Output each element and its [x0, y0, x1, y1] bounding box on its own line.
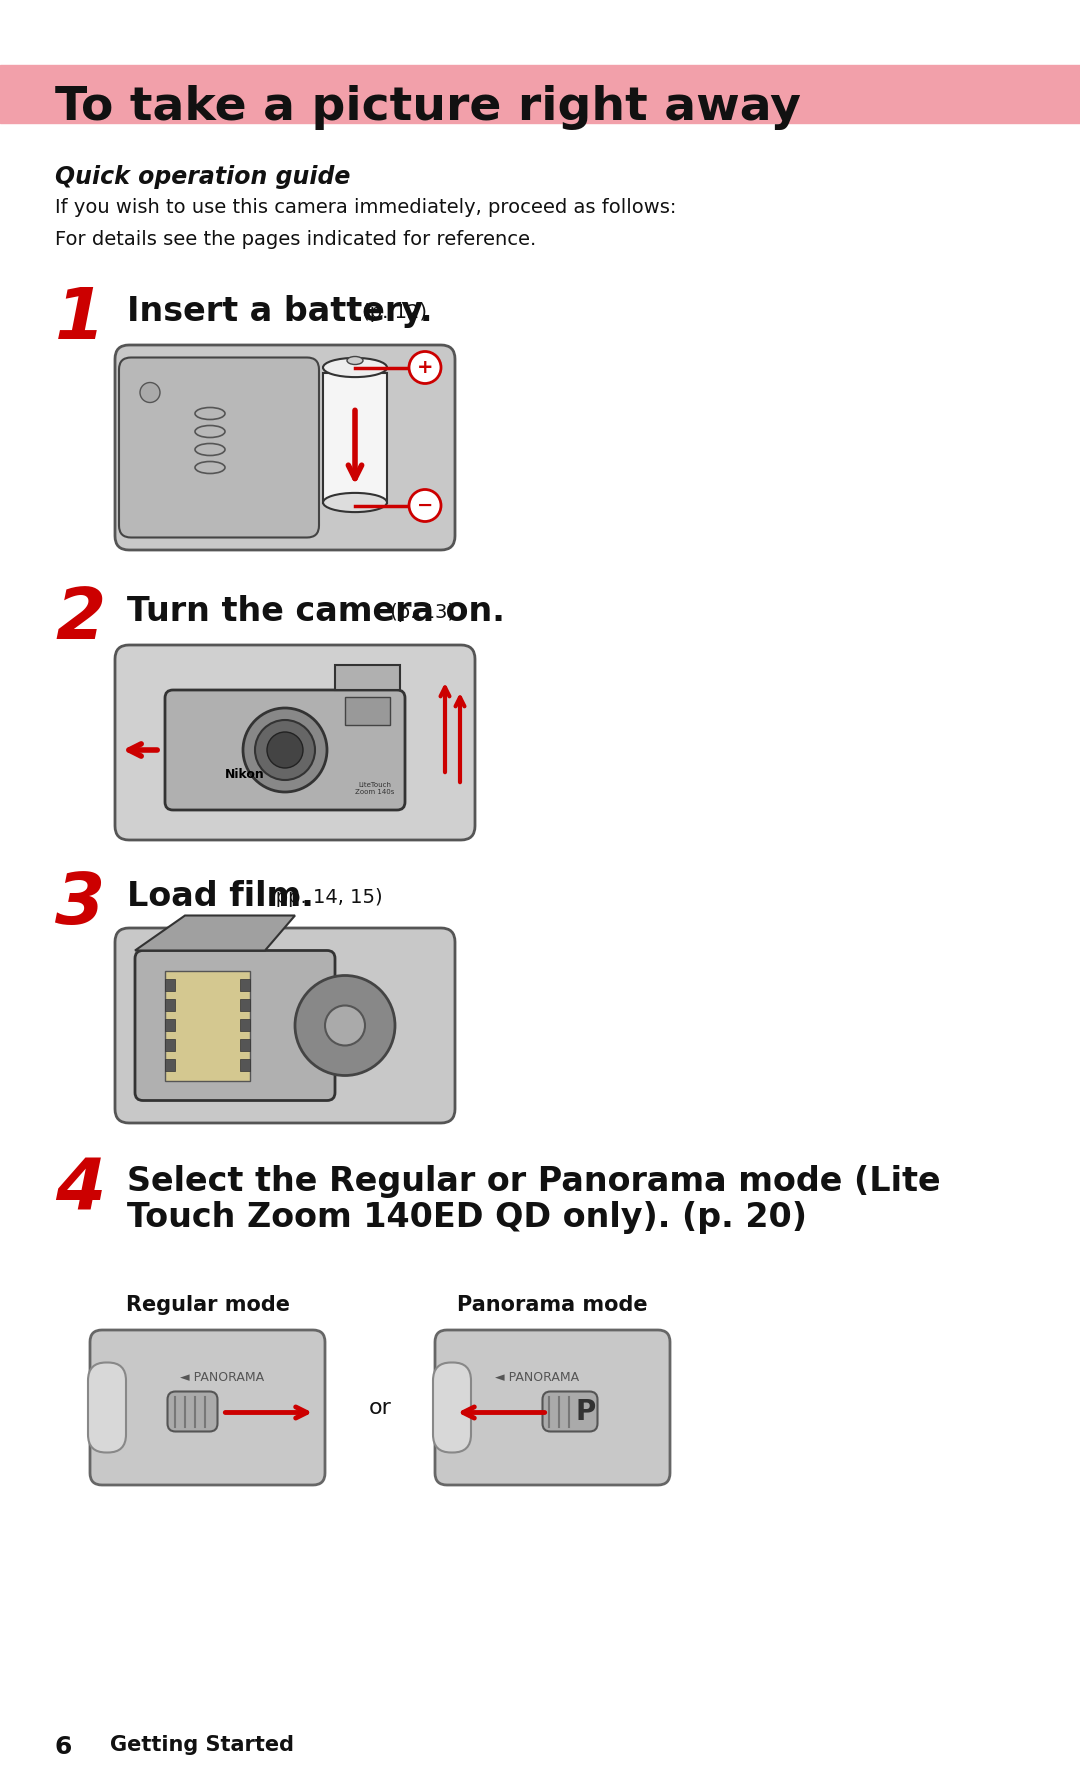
- Bar: [345, 697, 390, 725]
- Circle shape: [140, 382, 160, 403]
- Text: ◄ PANORAMA: ◄ PANORAMA: [180, 1372, 265, 1384]
- Bar: [240, 979, 249, 990]
- FancyBboxPatch shape: [87, 1363, 126, 1452]
- FancyBboxPatch shape: [167, 1391, 217, 1432]
- Circle shape: [325, 1006, 365, 1045]
- Ellipse shape: [323, 492, 387, 512]
- Circle shape: [243, 707, 327, 793]
- Text: Panorama mode: Panorama mode: [457, 1295, 648, 1315]
- Text: Load film.: Load film.: [127, 880, 314, 913]
- Polygon shape: [135, 915, 295, 951]
- Text: Insert a battery.: Insert a battery.: [127, 295, 432, 329]
- Bar: [165, 1038, 175, 1050]
- Bar: [165, 979, 175, 990]
- Bar: [335, 665, 400, 689]
- Bar: [240, 1059, 249, 1070]
- Bar: [240, 999, 249, 1011]
- Text: For details see the pages indicated for reference.: For details see the pages indicated for …: [55, 229, 537, 249]
- Text: Regular mode: Regular mode: [125, 1295, 289, 1315]
- Text: or: or: [368, 1397, 391, 1418]
- FancyBboxPatch shape: [114, 645, 475, 841]
- Ellipse shape: [347, 357, 363, 364]
- FancyBboxPatch shape: [135, 951, 335, 1100]
- FancyBboxPatch shape: [114, 928, 455, 1123]
- Bar: [240, 1018, 249, 1031]
- Bar: [0, 66, 1080, 123]
- Text: Select the Regular or Panorama mode (Lite: Select the Regular or Panorama mode (Lit…: [127, 1166, 941, 1198]
- Circle shape: [409, 352, 441, 384]
- Text: −: −: [417, 496, 433, 515]
- Text: Turn the camera on.: Turn the camera on.: [127, 595, 504, 627]
- Text: P: P: [576, 1397, 596, 1425]
- Text: Touch Zoom 140ED QD only). (p. 20): Touch Zoom 140ED QD only). (p. 20): [127, 1201, 807, 1233]
- Circle shape: [255, 720, 315, 780]
- Text: (pp. 14, 15): (pp. 14, 15): [262, 888, 382, 906]
- Bar: [165, 999, 175, 1011]
- Circle shape: [267, 732, 303, 768]
- Text: Getting Started: Getting Started: [110, 1734, 294, 1756]
- Text: Quick operation guide: Quick operation guide: [55, 165, 350, 188]
- Text: To take a picture right away: To take a picture right away: [55, 85, 801, 130]
- Text: 3: 3: [55, 871, 105, 938]
- Text: Nikon: Nikon: [225, 768, 265, 782]
- Text: 1: 1: [55, 284, 105, 354]
- FancyBboxPatch shape: [165, 689, 405, 810]
- Text: (p. 13): (p. 13): [383, 602, 455, 622]
- Text: 4: 4: [55, 1155, 105, 1224]
- FancyBboxPatch shape: [90, 1329, 325, 1486]
- Ellipse shape: [323, 357, 387, 377]
- Circle shape: [409, 489, 441, 521]
- Text: ◄ PANORAMA: ◄ PANORAMA: [496, 1372, 580, 1384]
- FancyBboxPatch shape: [435, 1329, 670, 1486]
- FancyBboxPatch shape: [119, 357, 319, 537]
- Text: LiteTouch
Zoom 140s: LiteTouch Zoom 140s: [355, 782, 394, 794]
- Text: +: +: [417, 357, 433, 377]
- FancyBboxPatch shape: [114, 345, 455, 551]
- Bar: [323, 373, 387, 503]
- FancyBboxPatch shape: [433, 1363, 471, 1452]
- Bar: [165, 970, 249, 1080]
- Bar: [165, 1018, 175, 1031]
- Text: If you wish to use this camera immediately, proceed as follows:: If you wish to use this camera immediate…: [55, 197, 676, 217]
- Text: 2: 2: [55, 585, 105, 654]
- FancyBboxPatch shape: [542, 1391, 597, 1432]
- Circle shape: [295, 976, 395, 1075]
- Bar: [165, 1059, 175, 1070]
- Text: 6: 6: [55, 1734, 72, 1759]
- Text: (p. 12): (p. 12): [356, 304, 428, 322]
- Bar: [240, 1038, 249, 1050]
